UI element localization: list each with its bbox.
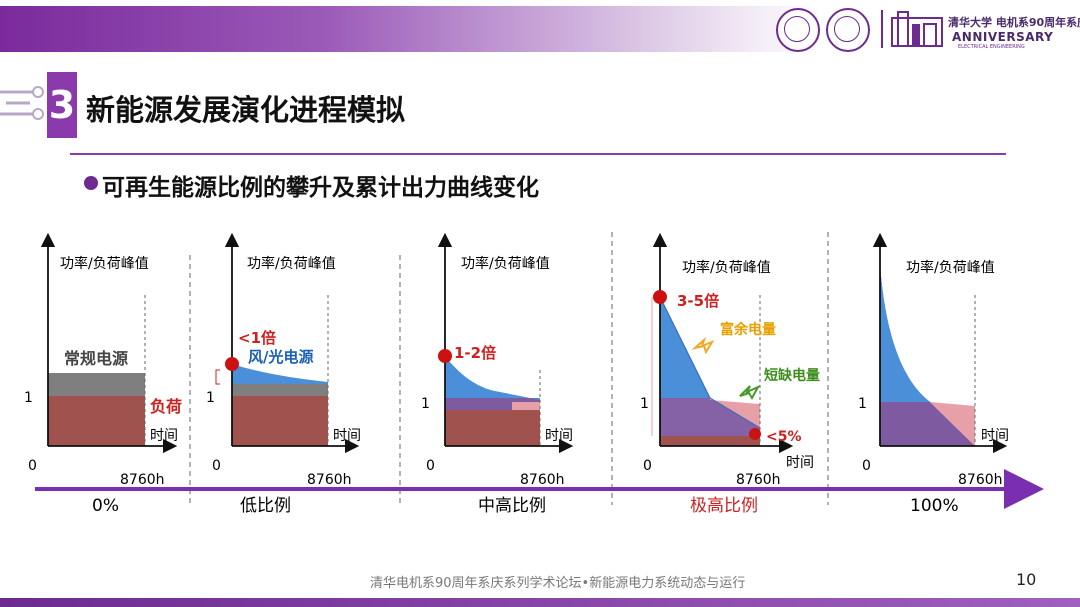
x-axis-label: 时间 <box>150 428 178 444</box>
anniversary-title: 清华大学 电机系90周年系庆 <box>948 16 1080 29</box>
y-axis-label: 功率/负荷峰值 <box>60 255 149 272</box>
x-axis-label: 时间 <box>981 428 1009 444</box>
x-end-label: 8760h <box>307 472 352 488</box>
peak-marker <box>438 349 452 363</box>
x-end-label: 8760h <box>736 472 781 488</box>
footer-band <box>0 598 1080 607</box>
tick-1: 1 <box>421 396 430 412</box>
origin-label: 0 <box>28 458 37 474</box>
origin-label: 0 <box>643 458 652 474</box>
conventional-area <box>232 384 328 396</box>
footer-text: 清华电机系90周年系庆系列学术论坛•新能源电力系统动态与运行 <box>370 576 746 591</box>
university-seal-icon <box>776 8 820 52</box>
stage-label: 低比例 <box>240 496 291 516</box>
surplus-arrow-icon <box>691 336 715 355</box>
shortage-area <box>512 402 540 410</box>
logo-divider <box>881 10 883 48</box>
department-logo-icon <box>826 8 870 52</box>
surplus-label: 富余电量 <box>720 321 776 338</box>
stage-label: 100% <box>910 496 959 516</box>
y-axis-label: 功率/负荷峰值 <box>906 259 995 276</box>
section-title: 新能源发展演化进程模拟 <box>86 93 406 127</box>
header-band <box>0 6 1080 52</box>
min-marker <box>749 428 761 440</box>
shortage-arrow-icon <box>739 384 761 401</box>
y-axis-label: 功率/负荷峰值 <box>247 255 336 272</box>
ratio-low-label: <5% <box>766 429 802 445</box>
origin-label: 0 <box>212 458 221 474</box>
bullet-heading: 可再生能源比例的攀升及累计出力曲线变化 <box>102 175 539 201</box>
x-end-label: 8760h <box>958 472 1003 488</box>
x-end-label: 8760h <box>520 472 565 488</box>
x-axis-label: 时间 <box>786 455 814 471</box>
load-label: 负荷 <box>150 397 182 416</box>
page-number: 10 <box>1016 570 1037 589</box>
title-divider <box>70 153 1006 155</box>
conventional-label: 常规电源 <box>64 349 128 368</box>
bullet-icon <box>84 176 98 190</box>
shortage-label: 短缺电量 <box>764 367 820 384</box>
anniversary-building-logo-icon <box>891 11 943 47</box>
peak-marker <box>225 357 239 371</box>
load-area <box>48 396 145 446</box>
speed-lines-icon <box>0 86 44 120</box>
overlap-area <box>660 297 760 436</box>
conventional-area <box>48 373 145 396</box>
renewable-area <box>232 364 328 384</box>
load-area <box>232 396 328 446</box>
panel-mid-high-ratio: 功率/负荷峰值 1-2倍 时间 1 0 8760h 中高比例 <box>421 232 574 516</box>
ratio-label: 1-2倍 <box>454 344 496 362</box>
y-axis-label: 功率/负荷峰值 <box>461 255 550 272</box>
evolution-diagram: 功率/负荷峰值 常规电源 负荷 时间 1 0 8760h 0% 功率/负荷峰值 … <box>24 232 1044 516</box>
stage-label: 极高比例 <box>690 496 758 516</box>
x-axis-label: 时间 <box>333 428 361 444</box>
tick-1: 1 <box>858 396 867 412</box>
x-end-label: 8760h <box>120 472 165 488</box>
panel-0-percent: 功率/负荷峰值 常规电源 负荷 时间 1 0 8760h 0% <box>24 232 182 516</box>
peak-marker <box>653 290 667 304</box>
origin-label: 0 <box>426 458 435 474</box>
tick-1: 1 <box>640 396 649 412</box>
stage-label: 中高比例 <box>478 496 546 516</box>
surplus-area <box>880 265 930 402</box>
tick-1: 1 <box>206 390 215 406</box>
origin-label: 0 <box>862 458 871 474</box>
panel-very-high-ratio: 功率/负荷峰值 3-5倍 富余电量 短缺电量 <5% 时间 1 0 8760h … <box>640 232 820 516</box>
shortage-area <box>930 402 975 446</box>
panel-low-ratio: 功率/负荷峰值 <1倍 风/光电源 时间 1 0 8760h 低比例 <box>206 232 361 516</box>
y-axis-label: 功率/负荷峰值 <box>682 259 771 276</box>
panel-100-percent: 功率/负荷峰值 时间 1 0 8760h 100% <box>858 232 1009 516</box>
load-area <box>660 436 760 446</box>
stage-label: 0% <box>92 496 119 516</box>
ratio-high-label: 3-5倍 <box>677 292 719 310</box>
ratio-label: <1倍 <box>238 329 276 347</box>
panel-separators <box>189 232 829 505</box>
renewable-area <box>445 356 540 400</box>
anniversary-subtitle: ELECTRICAL ENGINEERING <box>958 44 1025 50</box>
renewable-source-label: 风/光电源 <box>248 348 313 366</box>
section-number-badge: 3 <box>47 72 77 138</box>
x-axis-label: 时间 <box>545 428 573 444</box>
load-area <box>445 410 540 446</box>
anniversary-wordmark: ANNIVERSARY <box>952 30 1054 44</box>
tick-1: 1 <box>24 390 33 406</box>
